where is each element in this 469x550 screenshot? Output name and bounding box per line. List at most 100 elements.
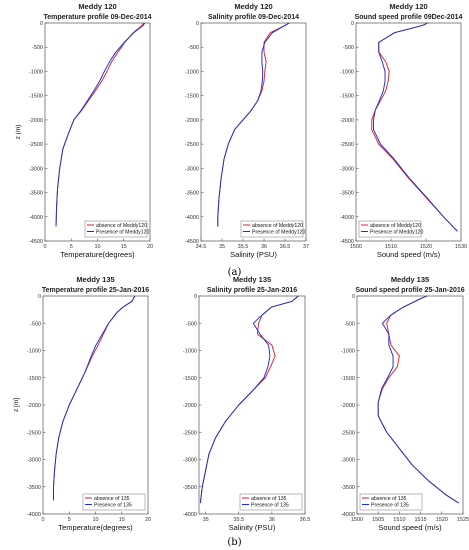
chart1-ytick-label-1: -500 <box>32 45 43 51</box>
chart1-frame <box>44 22 151 242</box>
chart5-legend-label-1: Presence of 135 <box>251 503 289 509</box>
chart5-legend-label-0: absence of 135 <box>251 496 287 502</box>
chart5-suptitle: Meddy 135 <box>233 275 271 284</box>
chart2-series-presence-line <box>217 22 290 227</box>
chart2-xtick-label-3: 36 <box>261 244 267 250</box>
chart3-xtick-label-2: 1520 <box>420 244 432 250</box>
chart3-legend-label-0: absence of Meddy120 <box>370 223 421 229</box>
chart6-suptitle: Meddy 135 <box>391 275 429 284</box>
chart1-xtick-label-0: 0 <box>43 244 46 250</box>
chart1-series-presence-line <box>55 22 146 227</box>
chart3-xlabel: Sound speed (m/s) <box>377 250 441 259</box>
chart3-series-absence-line <box>371 22 458 232</box>
chart3-frame <box>355 22 462 242</box>
chart3-ytick-label-4: -2000 <box>340 118 354 124</box>
chart5-ytick-label-0: 0 <box>194 294 197 300</box>
chart5-ytick-label-5: -2500 <box>183 430 197 436</box>
chart4-ytick-label-1: -500 <box>30 321 41 327</box>
chart1-title: Temperature profile 09-Dec-2014 <box>43 14 151 21</box>
chart1-ytick-label-0: 0 <box>40 21 43 27</box>
chart3-ytick-label-3: -1500 <box>340 94 354 100</box>
chart5-ytick-label-7: -3500 <box>183 485 197 491</box>
chart2-ytick-label-7: -3500 <box>185 191 199 197</box>
chart5-xtick-label-0: 35 <box>203 517 209 523</box>
chart2-xtick-label-4: 36.5 <box>280 244 291 250</box>
chart2-xlabel: Salinity (PSU) <box>230 250 277 259</box>
chart1-ytick-label-2: -1000 <box>29 69 43 75</box>
chart6-ytick-label-3: -1500 <box>341 376 355 382</box>
chart6-legend-label-0: absence of 135 <box>371 496 407 502</box>
chart6-ytick-label-2: -1000 <box>341 349 355 355</box>
chart2-ytick-label-2: -1000 <box>185 69 199 75</box>
chart1-ytick-label-8: -4000 <box>29 215 43 221</box>
chart6-ytick-label-4: -2000 <box>341 403 355 409</box>
chart2-legend-label-0: absence of Meddy120 <box>252 223 303 229</box>
chart5-ytick-label-2: -1000 <box>183 349 197 355</box>
chart6-frame <box>356 295 464 515</box>
chart4-ytick-label-5: -2500 <box>27 430 41 436</box>
chart6-ytick-label-0: 0 <box>352 294 355 300</box>
chart3-ytick-label-5: -2500 <box>340 142 354 148</box>
chart4-title: Temperature profile 25-Jan-2016 <box>42 287 149 294</box>
chart2-xtick-label-0: 34.5 <box>196 244 207 250</box>
chart6-xtick-label-1: 1505 <box>372 517 384 523</box>
chart4-ytick-label-7: -3500 <box>27 485 41 491</box>
chart2-legend-label-1: Presence of Meddy120 <box>252 230 305 236</box>
chart2-series-absence-line <box>217 22 290 227</box>
chart2-ytick-label-5: -2500 <box>185 142 199 148</box>
chart5-xtick-label-3: 36.5 <box>300 517 311 523</box>
chart1-ylabel: z (m) <box>15 125 22 140</box>
chart6-series-presence-line <box>377 295 460 504</box>
chart4-xtick-label-3: 15 <box>119 517 125 523</box>
chart2-ytick-label-1: -500 <box>188 45 199 51</box>
chart5-series-presence-line <box>199 295 299 504</box>
chart6-legend-label-1: Presence of 135 <box>371 503 409 509</box>
chart3-title: Sound speed profile 09Dec-2014 <box>355 14 463 21</box>
chart5-title: Salinity profile 25-Jan-2016 <box>207 287 297 294</box>
chart2-ytick-label-3: -1500 <box>185 94 199 100</box>
chart1-suptitle: Meddy 120 <box>78 2 116 11</box>
chart6-ytick-label-7: -3500 <box>341 485 355 491</box>
chart6-ytick-label-5: -2500 <box>341 430 355 436</box>
chart3-xtick-label-3: 1530 <box>455 244 467 250</box>
chart3-ytick-label-1: -500 <box>343 45 354 51</box>
chart1-xtick-label-1: 5 <box>70 244 73 250</box>
chart2-xtick-label-5: 37 <box>303 244 309 250</box>
chart1-ytick-label-6: -3000 <box>29 166 43 172</box>
chart5-frame <box>198 295 306 515</box>
chart2-xtick-label-1: 35 <box>219 244 225 250</box>
caption-b: (b) <box>227 537 241 548</box>
chart3-ytick-label-0: 0 <box>351 21 354 27</box>
chart6-ytick-label-1: -500 <box>344 321 355 327</box>
chart4-series-presence-line <box>53 295 136 501</box>
chart6-title: Sound speed profile 25-Jan-2016 <box>355 287 464 294</box>
chart4-xtick-label-2: 10 <box>92 517 98 523</box>
chart5-ytick-label-1: -500 <box>186 321 197 327</box>
chart4-xlabel: Temperature(degrees) <box>58 523 133 532</box>
chart4-frame <box>42 295 149 515</box>
chart5-ytick-label-6: -3000 <box>183 458 197 464</box>
chart3-legend-label-1: Presence of Meddy120 <box>370 230 423 236</box>
chart4-xtick-label-4: 20 <box>145 517 151 523</box>
chart3-ytick-label-7: -3500 <box>340 191 354 197</box>
chart4-ytick-label-2: -1000 <box>27 349 41 355</box>
chart5-xtick-label-2: 36 <box>269 517 275 523</box>
chart2-xtick-label-2: 35.5 <box>238 244 249 250</box>
chart2-frame <box>200 22 307 242</box>
chart2-ytick-label-8: -4000 <box>185 215 199 221</box>
chart4-xtick-label-1: 5 <box>68 517 71 523</box>
chart3-ytick-label-8: -4000 <box>340 215 354 221</box>
chart4-ytick-label-6: -3000 <box>27 458 41 464</box>
chart3-xtick-label-0: 1500 <box>350 244 362 250</box>
chart6-xtick-label-0: 1500 <box>351 517 363 523</box>
chart1-xtick-label-4: 20 <box>147 244 153 250</box>
chart5-xlabel: Salinity (PSU) <box>229 523 276 532</box>
chart2-ytick-label-6: -3000 <box>185 166 199 172</box>
chart1-xlabel: Temperature(degrees) <box>60 250 135 259</box>
chart2-ytick-label-0: 0 <box>196 21 199 27</box>
chart6-xtick-label-5: 1525 <box>457 517 469 523</box>
chart6-ytick-label-6: -3000 <box>341 458 355 464</box>
chart4-ytick-label-4: -2000 <box>27 403 41 409</box>
chart6-ytick-label-8: -4000 <box>341 512 355 518</box>
chart1-ytick-label-9: -4500 <box>29 239 43 245</box>
